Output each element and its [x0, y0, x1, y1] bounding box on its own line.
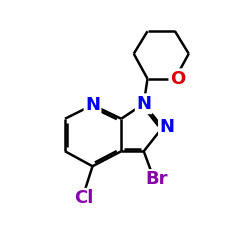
Text: N: N: [160, 118, 174, 136]
Text: O: O: [170, 70, 185, 88]
Text: Br: Br: [146, 170, 168, 188]
Text: N: N: [136, 95, 151, 113]
Text: Cl: Cl: [74, 189, 94, 207]
Text: N: N: [85, 96, 100, 114]
